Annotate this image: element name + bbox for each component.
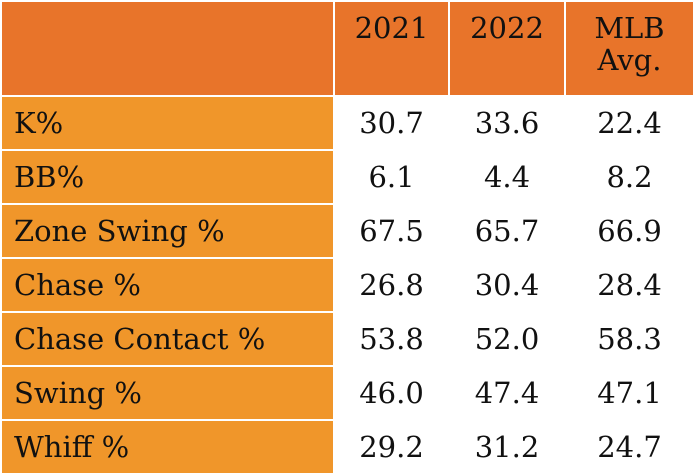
cell-mlb-avg: 58.3 xyxy=(564,311,693,368)
row-label-k-pct: K% xyxy=(0,95,335,152)
row-label-chase-pct: Chase % xyxy=(0,257,335,314)
cell-2021: 6.1 xyxy=(333,149,450,206)
cell-2022: 52.0 xyxy=(448,311,566,368)
cell-2022: 33.6 xyxy=(448,95,566,152)
column-header-2021: 2021 xyxy=(333,0,450,98)
column-header-mlb-avg: MLB Avg. xyxy=(564,0,693,98)
row-label-zone-swing-pct: Zone Swing % xyxy=(0,203,335,260)
header-corner-cell xyxy=(0,0,335,98)
cell-2022: 30.4 xyxy=(448,257,566,314)
cell-2021: 46.0 xyxy=(333,365,450,422)
mlb-header-line2: Avg. xyxy=(597,43,662,77)
cell-2021: 29.2 xyxy=(333,419,450,475)
cell-2021: 53.8 xyxy=(333,311,450,368)
table-row: Zone Swing % 67.5 65.7 66.9 xyxy=(0,203,693,260)
cell-mlb-avg: 66.9 xyxy=(564,203,693,260)
row-label-chase-contact-pct: Chase Contact % xyxy=(0,311,335,368)
row-label-bb-pct: BB% xyxy=(0,149,335,206)
cell-mlb-avg: 24.7 xyxy=(564,419,693,475)
cell-mlb-avg: 47.1 xyxy=(564,365,693,422)
row-label-swing-pct: Swing % xyxy=(0,365,335,422)
row-label-whiff-pct: Whiff % xyxy=(0,419,335,475)
cell-mlb-avg: 28.4 xyxy=(564,257,693,314)
table-row: Chase % 26.8 30.4 28.4 xyxy=(0,257,693,314)
column-header-2022: 2022 xyxy=(448,0,566,98)
cell-mlb-avg: 8.2 xyxy=(564,149,693,206)
table-row: K% 30.7 33.6 22.4 xyxy=(0,95,693,152)
cell-2022: 4.4 xyxy=(448,149,566,206)
cell-2022: 65.7 xyxy=(448,203,566,260)
cell-2021: 26.8 xyxy=(333,257,450,314)
table-row: BB% 6.1 4.4 8.2 xyxy=(0,149,693,206)
cell-mlb-avg: 22.4 xyxy=(564,95,693,152)
table-row: Chase Contact % 53.8 52.0 58.3 xyxy=(0,311,693,368)
cell-2021: 30.7 xyxy=(333,95,450,152)
header-row: 2021 2022 MLB Avg. xyxy=(0,0,693,98)
cell-2022: 47.4 xyxy=(448,365,566,422)
mlb-header-line1: MLB xyxy=(594,11,665,45)
table-row: Whiff % 29.2 31.2 24.7 xyxy=(0,419,693,475)
cell-2021: 67.5 xyxy=(333,203,450,260)
cell-2022: 31.2 xyxy=(448,419,566,475)
table-row: Swing % 46.0 47.4 47.1 xyxy=(0,365,693,422)
